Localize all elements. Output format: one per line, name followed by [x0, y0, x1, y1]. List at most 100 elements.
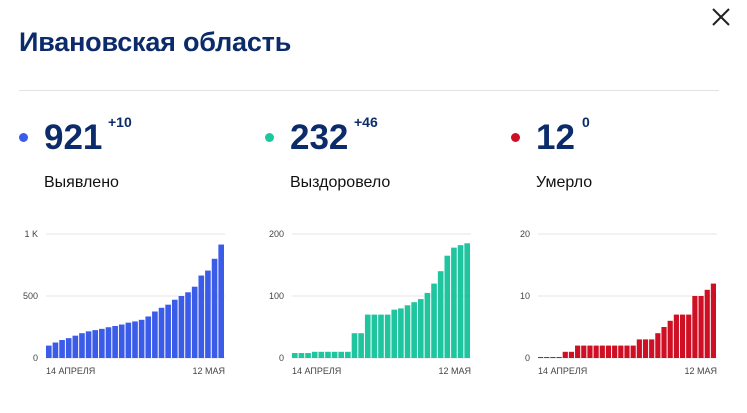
y-tick-label: 0 [525, 353, 530, 363]
chart-bar[interactable] [686, 314, 692, 358]
recovered-chart: 0 100 200 14 АПРЕЛЯ 12 МАЯ [269, 229, 471, 376]
deaths-chart: 0 10 20 14 АПРЕЛЯ 12 МАЯ [520, 229, 717, 376]
chart-bar[interactable] [384, 314, 391, 358]
chart-bar[interactable] [404, 305, 411, 358]
chart-bar[interactable] [544, 357, 550, 358]
chart-bar[interactable] [464, 243, 470, 358]
chart-bar[interactable] [152, 311, 158, 359]
chart-bar[interactable] [568, 351, 575, 358]
chart-bar[interactable] [655, 333, 661, 358]
close-icon[interactable] [709, 5, 733, 29]
chart-bar[interactable] [391, 309, 398, 358]
chart-bar[interactable] [132, 321, 138, 358]
chart-bar[interactable] [371, 314, 378, 358]
chart-bar[interactable] [667, 320, 673, 358]
chart-bar[interactable] [165, 304, 171, 358]
chart-bar[interactable] [331, 351, 338, 358]
chart-bar[interactable] [692, 296, 698, 358]
chart-bar[interactable] [125, 322, 132, 358]
y-tick-label: 100 [269, 291, 284, 301]
chart-bar[interactable] [605, 345, 612, 358]
chart-bar[interactable] [630, 345, 636, 358]
x-tick-label-end: 12 МАЯ [192, 366, 225, 376]
chart-bar[interactable] [556, 357, 562, 358]
chart-bar[interactable] [538, 357, 544, 358]
chart-bar[interactable] [636, 339, 642, 358]
chart-bar[interactable] [298, 353, 305, 358]
chart-bar[interactable] [338, 351, 345, 358]
chart-bar[interactable] [431, 283, 437, 358]
chart-bar[interactable] [52, 342, 59, 359]
chart-bar[interactable] [550, 357, 556, 358]
chart-bar[interactable] [698, 296, 704, 358]
chart-bar[interactable] [581, 345, 587, 358]
chart-bar[interactable] [451, 247, 457, 358]
chart-bar[interactable] [704, 289, 710, 358]
cases-chart: 0 500 1 K 14 АПРЕЛЯ 12 МАЯ [23, 229, 225, 376]
chart-bar[interactable] [661, 327, 667, 358]
chart-bar[interactable] [46, 345, 52, 358]
deaths-label: Умерло [536, 174, 593, 191]
chart-bar[interactable] [325, 351, 331, 358]
cases-delta: +10 [108, 114, 132, 130]
chart-bar[interactable] [599, 345, 605, 358]
chart-bar[interactable] [411, 302, 417, 358]
chart-bar[interactable] [618, 345, 624, 358]
chart-bar[interactable] [311, 351, 318, 358]
chart-bar[interactable] [59, 340, 65, 358]
x-tick-label-start: 14 АПРЕЛЯ [292, 366, 341, 376]
chart-bar[interactable] [593, 345, 599, 358]
chart-bar[interactable] [99, 328, 105, 358]
chart-bar[interactable] [185, 292, 191, 358]
chart-bar[interactable] [145, 316, 152, 358]
chart-bar[interactable] [178, 296, 185, 358]
recovered-delta: +46 [354, 114, 378, 130]
chart-bar[interactable] [305, 353, 311, 358]
chart-bar[interactable] [587, 345, 593, 358]
chart-bar[interactable] [364, 314, 371, 358]
chart-bar[interactable] [158, 307, 165, 358]
chart-bar[interactable] [358, 333, 364, 358]
y-tick-label: 0 [279, 353, 284, 363]
chart-bar[interactable] [378, 314, 384, 358]
chart-bar[interactable] [351, 333, 358, 358]
chart-bar[interactable] [649, 339, 655, 358]
chart-bar[interactable] [105, 327, 112, 358]
chart-bar[interactable] [65, 338, 72, 358]
chart-bar[interactable] [612, 345, 618, 358]
chart-bar[interactable] [171, 299, 178, 358]
chart-bar[interactable] [318, 351, 325, 358]
chart-bar[interactable] [345, 351, 351, 358]
chart-bar[interactable] [424, 292, 431, 358]
chart-bar[interactable] [444, 255, 451, 358]
chart-bar[interactable] [85, 331, 92, 358]
chart-bar[interactable] [679, 314, 686, 358]
chart-bar[interactable] [205, 270, 211, 358]
chart-bar[interactable] [218, 244, 224, 358]
deaths-delta: 0 [582, 114, 590, 130]
chart-bar[interactable] [118, 324, 125, 358]
chart-bar[interactable] [72, 335, 79, 358]
chart-bar[interactable] [92, 330, 99, 358]
chart-bar[interactable] [437, 271, 444, 358]
chart-bar[interactable] [673, 314, 679, 358]
chart-bar[interactable] [211, 258, 218, 358]
chart-bar[interactable] [562, 351, 568, 358]
x-tick-label-start: 14 АПРЕЛЯ [538, 366, 587, 376]
chart-bar[interactable] [624, 345, 630, 358]
chart-bar[interactable] [79, 333, 85, 358]
chart-bar[interactable] [138, 319, 145, 358]
chart-bar[interactable] [642, 339, 649, 358]
header-divider [19, 90, 719, 91]
chart-bar[interactable] [191, 286, 198, 358]
chart-bar[interactable] [292, 353, 298, 358]
chart-bar[interactable] [398, 308, 404, 358]
chart-bar[interactable] [710, 283, 716, 358]
chart-bar[interactable] [575, 345, 581, 358]
x-tick-label-start: 14 АПРЕЛЯ [46, 366, 95, 376]
chart-bar[interactable] [112, 326, 118, 358]
chart-bar[interactable] [457, 245, 464, 358]
cases-value: 921 [44, 118, 103, 157]
chart-bar[interactable] [198, 275, 205, 358]
chart-bar[interactable] [417, 299, 424, 358]
